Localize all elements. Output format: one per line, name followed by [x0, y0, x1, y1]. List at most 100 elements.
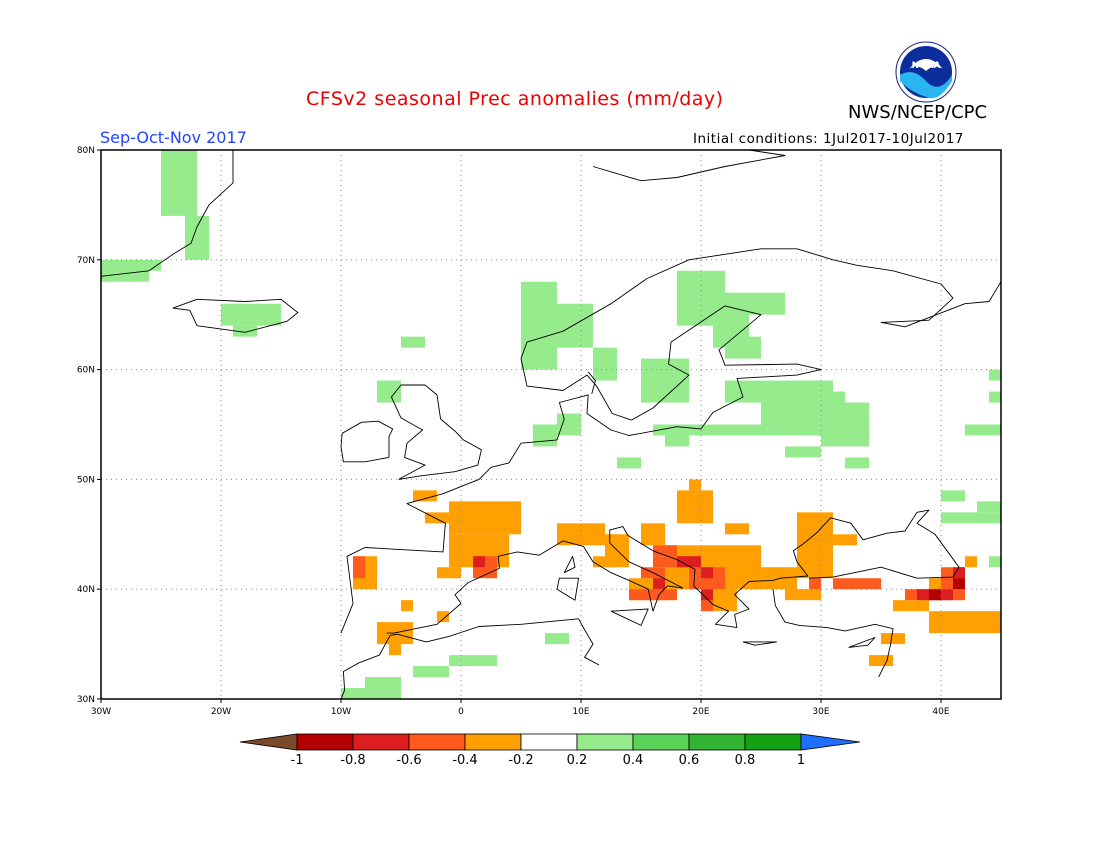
- lat-tick-label: 30N: [77, 695, 95, 705]
- anomaly-cell: [473, 556, 485, 568]
- anomaly-cell: [101, 259, 149, 282]
- anomaly-cell: [341, 688, 401, 699]
- anomaly-cell: [449, 655, 497, 667]
- coastline: [386, 509, 960, 634]
- anomaly-cell: [437, 567, 461, 579]
- lat-tick-label: 40N: [77, 585, 95, 595]
- colorbar-segment: [352, 733, 410, 751]
- lon-tick-label: 0: [458, 707, 464, 717]
- anomaly-cell: [653, 424, 749, 436]
- anomaly-cell: [533, 424, 557, 447]
- colorbar-segment: [688, 733, 746, 751]
- coastlines: [100, 149, 1002, 700]
- anomaly-cell: [725, 336, 761, 359]
- coastline: [390, 384, 482, 480]
- anomaly-cell: [701, 589, 713, 601]
- anomaly-cell: [989, 369, 1001, 381]
- colorbar-label: -0.2: [508, 753, 533, 768]
- anomaly-cell: [521, 281, 557, 370]
- anomaly-cell: [845, 457, 869, 469]
- colorbar-arrow-low: [239, 733, 298, 751]
- anomaly-cell: [149, 259, 161, 271]
- anomaly-cell: [353, 556, 365, 579]
- lon-tick-label: 20E: [692, 707, 709, 717]
- anomaly-cell: [809, 534, 857, 546]
- anomaly-cell: [161, 150, 197, 216]
- colorbar: -1 -0.8 -0.6 -0.4 -0.2 0.2 0.4 0.6 0.8 1: [239, 733, 861, 768]
- coastline: [340, 618, 600, 700]
- anomaly-cell: [365, 677, 401, 689]
- anomaly-cell: [677, 556, 701, 568]
- anomaly-cell: [749, 292, 785, 315]
- colorbar-label: 0.6: [679, 753, 700, 768]
- lat-lon-gridlines: [101, 150, 1001, 699]
- coastline: [340, 248, 1002, 634]
- anomaly-cell: [641, 358, 689, 403]
- coastline: [592, 149, 786, 182]
- anomaly-cell: [617, 457, 641, 469]
- lat-tick-label: 50N: [77, 475, 95, 485]
- anomaly-cell: [701, 600, 713, 612]
- lon-tick-label: 20W: [211, 707, 231, 717]
- anomaly-cell: [929, 589, 941, 601]
- colorbar-segment: [576, 733, 634, 751]
- anomaly-cell: [689, 479, 701, 491]
- anomaly-cell: [437, 611, 449, 623]
- anomaly-cell: [557, 413, 581, 436]
- anomaly-cell: [653, 545, 677, 557]
- anomaly-cell: [965, 424, 1001, 436]
- svg-text:NOAA: NOAA: [912, 61, 941, 71]
- anomaly-cell: [593, 556, 617, 568]
- anomaly-cell: [941, 512, 1001, 524]
- anomaly-cell: [749, 424, 797, 436]
- anomaly-cell: [785, 589, 821, 601]
- lon-tick-label: 10E: [572, 707, 589, 717]
- anomaly-cell: [701, 567, 713, 579]
- anomaly-cell: [641, 523, 665, 546]
- anomaly-cell: [953, 567, 965, 579]
- anomaly-cell: [653, 578, 665, 590]
- coastline: [610, 608, 649, 626]
- anomaly-cell: [389, 644, 401, 656]
- lat-tick-label: 70N: [77, 256, 95, 266]
- anomaly-cell: [941, 490, 965, 502]
- anomaly-cell: [953, 578, 965, 590]
- anomaly-cell: [401, 600, 413, 612]
- colorbar-label: 0.8: [735, 753, 756, 768]
- colorbar-label: 0.4: [623, 753, 644, 768]
- lat-tick-label: 80N: [77, 146, 95, 156]
- anomaly-cell: [185, 215, 209, 260]
- coastline: [587, 371, 596, 394]
- anomaly-cell: [629, 589, 677, 601]
- colorbar-segment: [632, 733, 690, 751]
- anomaly-cell: [413, 490, 437, 502]
- anomaly-cell: [989, 556, 1001, 568]
- anomaly-cell: [377, 380, 401, 403]
- lon-tick-label: 30E: [812, 707, 829, 717]
- colorbar-label: -1: [291, 753, 304, 768]
- anomaly-cell: [797, 512, 833, 579]
- anomaly-cells: [101, 150, 1001, 699]
- anomaly-cell: [677, 490, 713, 524]
- lon-tick-label: 10W: [331, 707, 351, 717]
- coastline: [742, 641, 778, 646]
- anomaly-cell: [881, 633, 905, 645]
- colorbar-segment: [520, 733, 578, 751]
- colorbar-label: -0.4: [452, 753, 477, 768]
- anomaly-cell: [749, 567, 797, 590]
- anomaly-cell: [809, 578, 821, 590]
- anomaly-cell: [593, 347, 617, 381]
- anomaly-cell: [725, 523, 749, 535]
- initial-conditions-label: Initial conditions: 1Jul2017-10Jul2017: [693, 131, 964, 147]
- anomaly-cell: [929, 611, 1001, 634]
- colorbar-segment: [464, 733, 522, 751]
- colorbar-segment: [296, 733, 354, 751]
- coastline: [563, 555, 576, 574]
- anomaly-cell: [977, 501, 1001, 513]
- noaa-logo-icon: NOAA: [895, 41, 957, 103]
- season-label: Sep-Oct-Nov 2017: [100, 128, 247, 147]
- anomaly-cell: [233, 325, 257, 337]
- anomaly-cell: [833, 578, 881, 590]
- axis-ticks: 30W 20W 10W 0 10E 20E 30E 40E 30N 40N 50N 60N 70N 80N: [77, 146, 950, 717]
